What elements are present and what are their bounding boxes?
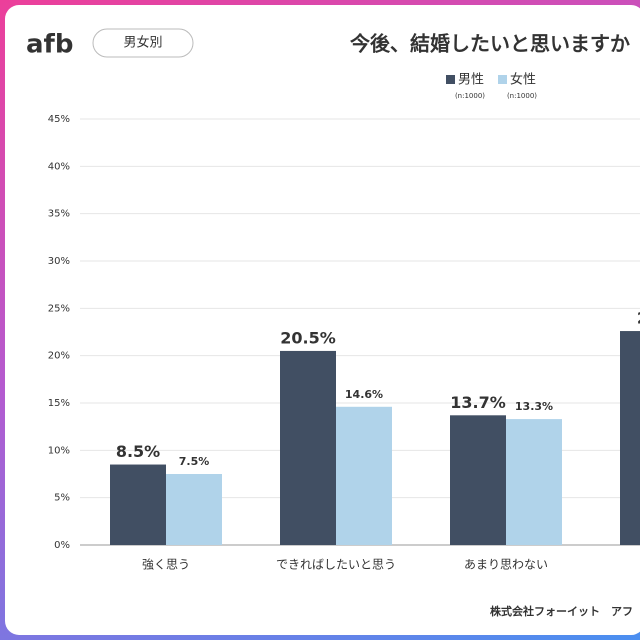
y-tick-label: 5%: [54, 493, 70, 504]
x-tick-label: あまり思わない: [464, 558, 548, 572]
footer: 株式会社フォーイット アフ: [490, 604, 633, 618]
y-tick-label: 15%: [48, 398, 70, 409]
logo: afb: [26, 30, 73, 60]
value-label: 8.5%: [116, 442, 160, 461]
value-label: 20.5%: [280, 328, 336, 347]
bar: [110, 464, 166, 545]
value-label: 7.5%: [179, 455, 210, 468]
y-tick-label: 45%: [48, 114, 70, 125]
y-tick-label: 40%: [48, 161, 70, 172]
panel: afb 男女別 今後、結婚したいと思いますか 株式会社フォーイット アフ 0% 5…: [5, 5, 640, 635]
value-label: 13.7%: [450, 393, 506, 412]
chart: afb 男女別 今後、結婚したいと思いますか 株式会社フォーイット アフ 0% 5…: [26, 28, 640, 618]
value-label: 14.6%: [345, 388, 383, 401]
value-label: 13.3%: [515, 400, 553, 413]
bar: [506, 419, 562, 545]
legend-sample: (n:1000): [455, 92, 485, 100]
legend-label: 男性: [458, 73, 484, 88]
x-tick-label: できればしたいと思う: [276, 558, 396, 572]
legend-label: 女性: [510, 72, 536, 88]
filter-label[interactable]: 男女別: [123, 35, 162, 51]
y-tick-label: 30%: [48, 256, 70, 267]
bar: [166, 474, 222, 545]
legend-swatch: [446, 75, 455, 84]
y-tick-label: 10%: [48, 445, 70, 456]
y-tick-label: 35%: [48, 209, 70, 220]
bar: [336, 406, 392, 545]
x-tick-label: 強く思う: [142, 558, 190, 572]
legend-swatch: [498, 75, 507, 84]
y-tick-label: 25%: [48, 303, 70, 314]
legend-sample: (n:1000): [507, 92, 537, 100]
value-label: 22: [637, 309, 640, 328]
bar: [450, 415, 506, 545]
chart-title: 今後、結婚したいと思いますか: [350, 32, 630, 56]
bar: [280, 350, 336, 545]
filter-pill[interactable]: [92, 28, 194, 58]
y-tick-label: 0%: [54, 540, 70, 551]
y-tick-label: 20%: [48, 351, 70, 362]
bar: [620, 331, 640, 545]
